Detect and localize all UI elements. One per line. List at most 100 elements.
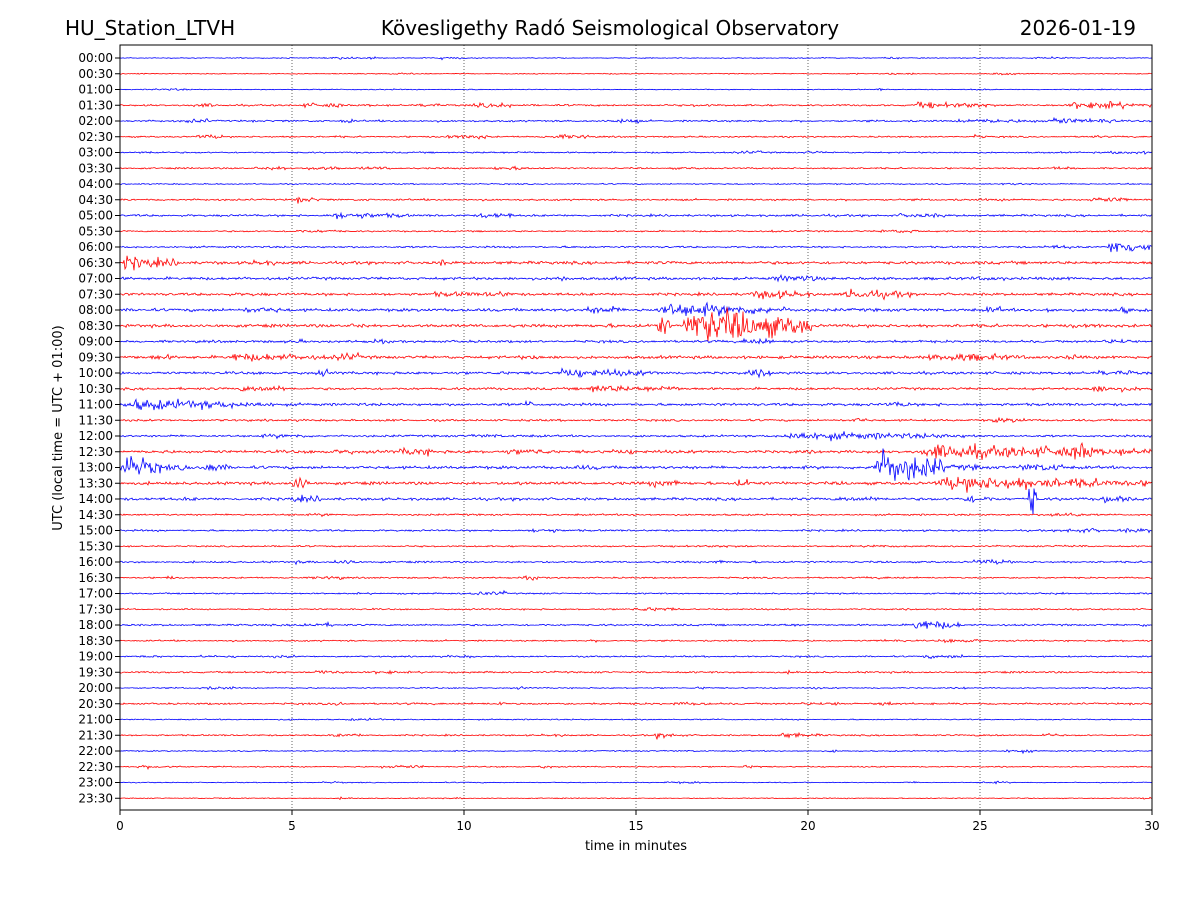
- trace-0100: [119, 88, 1153, 92]
- x-tick-label: 20: [800, 819, 815, 833]
- y-tick-label: 01:30: [78, 98, 113, 112]
- trace-1500: [119, 527, 1153, 534]
- trace-2000: [119, 685, 1153, 691]
- y-tick-label: 00:30: [78, 67, 113, 81]
- y-tick-label: 08:00: [78, 303, 113, 317]
- trace-0800: [119, 301, 1153, 317]
- y-tick-label: 07:30: [78, 287, 113, 301]
- y-tick-label: 16:30: [78, 571, 113, 585]
- x-tick-label: 30: [1144, 819, 1159, 833]
- observatory-title: Kövesligethy Radó Seismological Observat…: [381, 16, 839, 40]
- x-tick-label: 25: [972, 819, 987, 833]
- trace-0130: [119, 100, 1152, 110]
- y-tick-label: 19:30: [78, 665, 113, 679]
- y-tick-label: 21:00: [78, 713, 113, 727]
- grid-lines: [291, 45, 981, 810]
- trace-1130: [119, 416, 1153, 424]
- y-tick-label: 07:00: [78, 272, 113, 286]
- y-tick-label: 14:00: [78, 492, 113, 506]
- y-tick-label: 02:00: [78, 114, 113, 128]
- y-tick-label: 23:30: [78, 791, 113, 805]
- y-axis-label: UTC (local time = UTC + 01:00): [51, 325, 66, 530]
- trace-0830: [119, 307, 1153, 342]
- trace-0030: [119, 72, 1153, 76]
- y-tick-label: 18:30: [78, 634, 113, 648]
- y-tick-label: 17:30: [78, 602, 113, 616]
- trace-0900: [119, 337, 1153, 345]
- trace-0300: [119, 150, 1153, 155]
- trace-1900: [119, 653, 1153, 660]
- x-tick-label: 10: [456, 819, 471, 833]
- trace-1430: [119, 512, 1153, 518]
- y-tick-label: 19:00: [78, 650, 113, 664]
- date-title: 2026-01-19: [1020, 16, 1136, 40]
- y-tick-label: 00:00: [78, 51, 113, 65]
- y-tick-label: 11:30: [78, 413, 113, 427]
- y-tick-label: 21:30: [78, 728, 113, 742]
- trace-2200: [119, 749, 1153, 755]
- trace-0430: [119, 196, 1153, 204]
- trace-0630: [119, 255, 1153, 271]
- y-tick-label: 20:30: [78, 697, 113, 711]
- y-tick-label: 09:00: [78, 335, 113, 349]
- y-tick-label: 02:30: [78, 130, 113, 144]
- y-tick-label: 12:00: [78, 429, 113, 443]
- x-axis-label: time in minutes: [585, 839, 687, 854]
- trace-1800: [119, 621, 1153, 630]
- y-tick-label: 17:00: [78, 587, 113, 601]
- y-tick-label: 09:30: [78, 350, 113, 364]
- trace-0700: [119, 274, 1153, 283]
- y-tick-label: 15:00: [78, 524, 113, 538]
- trace-0330: [119, 165, 1153, 171]
- y-tick-label: 04:30: [78, 193, 113, 207]
- trace-0730: [119, 288, 1153, 301]
- y-tick-label: 10:00: [78, 366, 113, 380]
- trace-1600: [119, 558, 1153, 566]
- y-tick-label: 10:30: [78, 382, 113, 396]
- y-tick-label: 23:00: [78, 776, 113, 790]
- y-tick-label: 13:00: [78, 461, 113, 475]
- trace-2100: [119, 717, 1153, 722]
- y-tick-label: 03:00: [78, 146, 113, 160]
- trace-0600: [119, 243, 1153, 253]
- trace-2230: [119, 764, 1153, 770]
- trace-0000: [119, 56, 1153, 61]
- y-tick-label: 16:00: [78, 555, 113, 569]
- y-tick-label: 04:00: [78, 177, 113, 191]
- trace-1300: [119, 448, 1153, 481]
- y-tick-label: 05:30: [78, 224, 113, 238]
- trace-2330: [119, 796, 1153, 801]
- y-tick-label: 22:30: [78, 760, 113, 774]
- trace-1400: [119, 488, 1153, 515]
- x-tick-label: 0: [116, 819, 124, 833]
- trace-group: [119, 56, 1153, 801]
- trace-1100: [119, 398, 1153, 411]
- trace-1630: [119, 574, 1153, 581]
- trace-1730: [119, 606, 1153, 612]
- y-tick-label: 03:30: [78, 161, 113, 175]
- trace-1700: [119, 589, 1153, 596]
- trace-1000: [119, 367, 1153, 379]
- y-tick-label: 18:00: [78, 618, 113, 632]
- trace-0400: [119, 182, 1153, 186]
- x-tick-label: 5: [288, 819, 296, 833]
- trace-1030: [119, 384, 1153, 393]
- trace-0930: [119, 351, 1153, 362]
- y-tick-label: 06:30: [78, 256, 113, 270]
- trace-1830: [119, 638, 1153, 644]
- x-axis-ticks: 0 5 10 15 20 25 30: [116, 810, 1160, 833]
- y-tick-label: 01:00: [78, 83, 113, 97]
- trace-0230: [119, 133, 1153, 140]
- trace-0530: [120, 229, 1153, 234]
- station-title: HU_Station_LTVH: [65, 16, 235, 40]
- y-tick-label: 22:00: [78, 744, 113, 758]
- y-tick-label: 15:30: [78, 539, 113, 553]
- trace-1930: [119, 669, 1153, 675]
- trace-1330: [119, 476, 1153, 493]
- y-tick-label: 05:00: [78, 209, 113, 223]
- trace-1230: [119, 442, 1153, 460]
- trace-1530: [119, 544, 1153, 549]
- trace-0200: [119, 116, 1153, 124]
